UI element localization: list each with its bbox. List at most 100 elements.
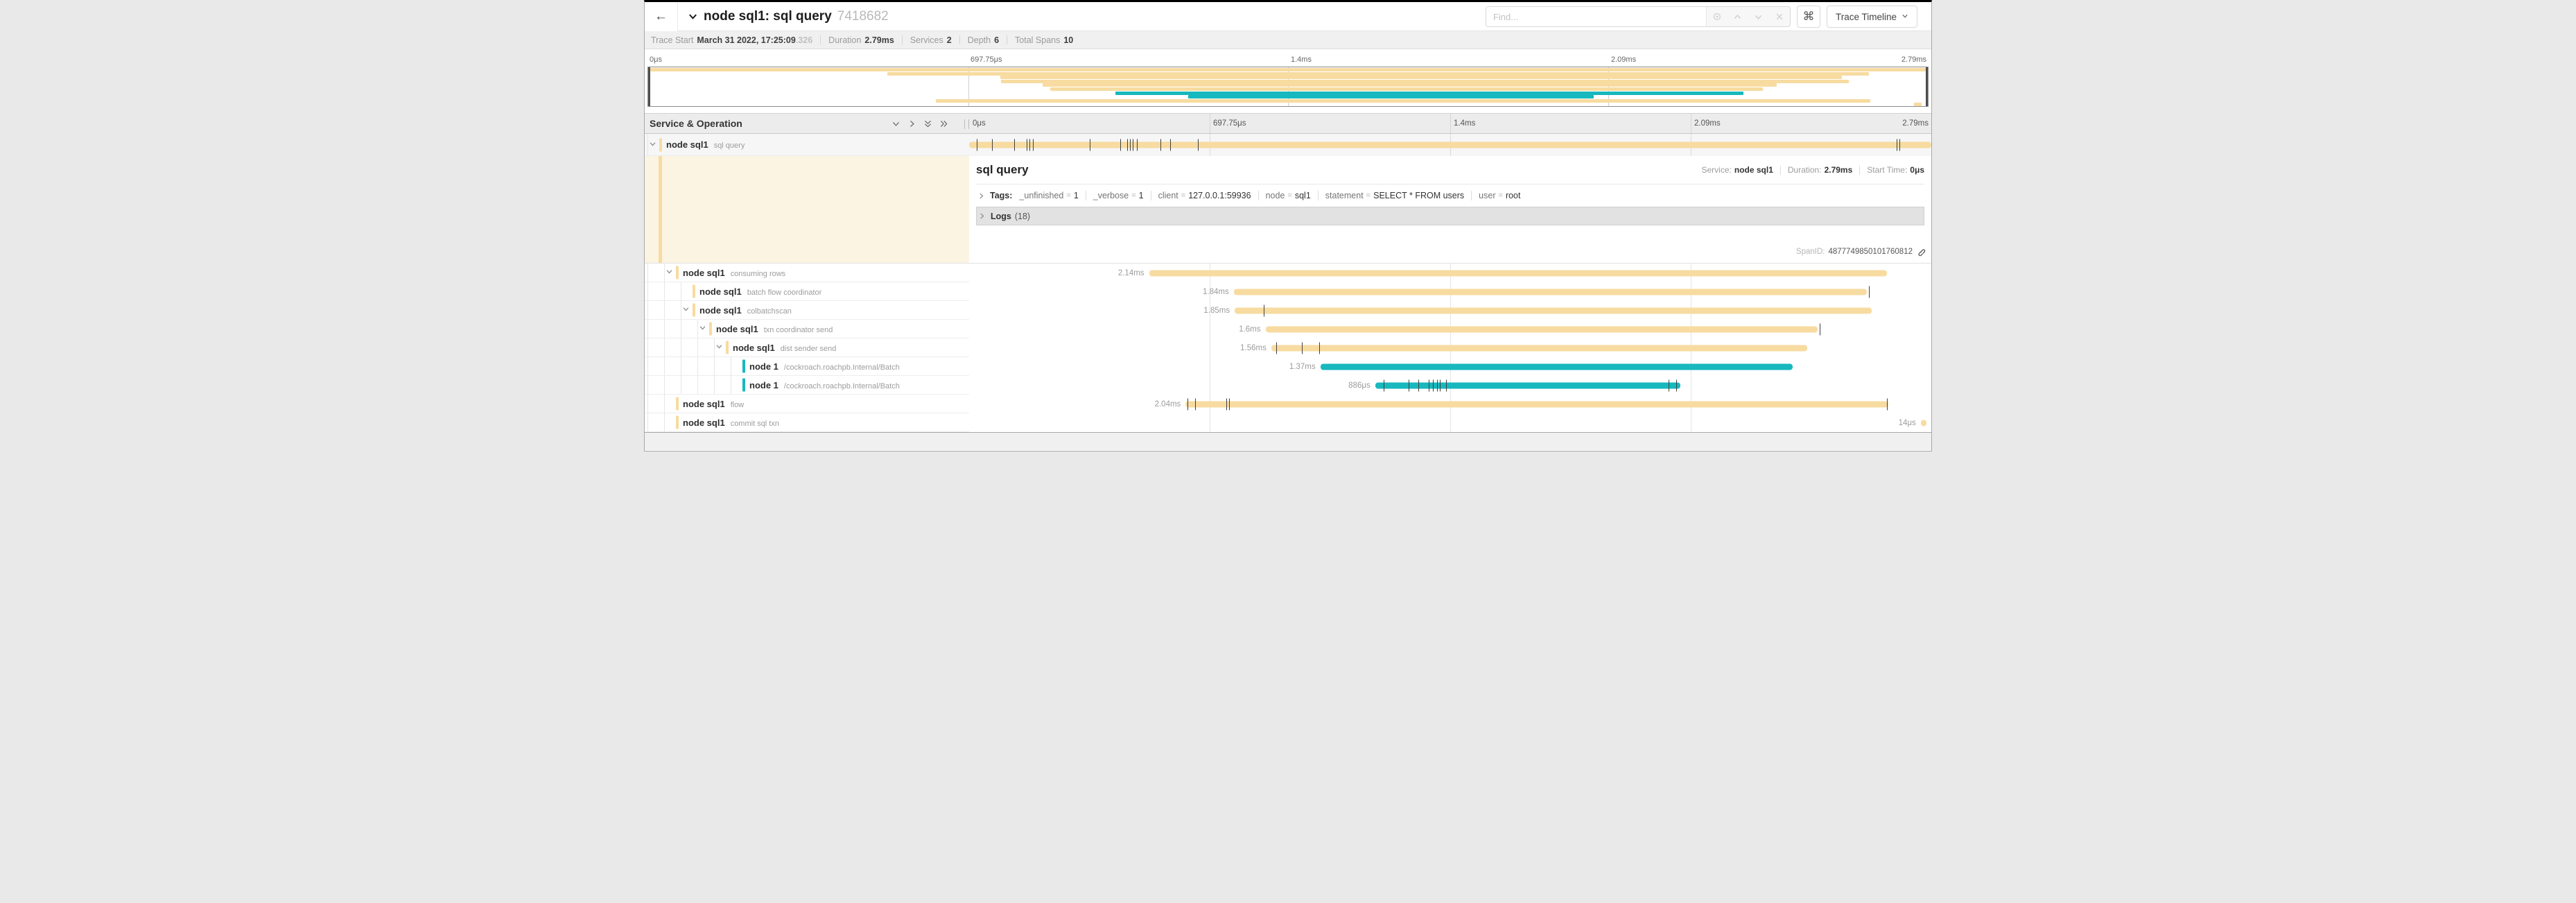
total-spans-label: Total Spans (1015, 35, 1060, 45)
logs-label: Logs (991, 212, 1011, 221)
tree-cell-consuming-rows[interactable]: node sql1consuming rows (645, 264, 969, 282)
trace-title-group[interactable]: node sql1: sql query 7418682 (678, 9, 889, 24)
span-bar[interactable] (1235, 307, 1872, 313)
chevron-down-icon[interactable] (715, 341, 723, 354)
service-color-bar (693, 304, 695, 317)
span-bar[interactable] (969, 142, 1931, 148)
divider (1471, 191, 1472, 200)
span-log-tick (1229, 398, 1230, 410)
tick-label: 697.75μs (1213, 114, 1246, 134)
span-bar-cell[interactable]: 14μs (969, 413, 1931, 432)
indent-guide (664, 413, 665, 431)
tree-cell-colbatchscan[interactable]: node sql1colbatchscan (645, 301, 969, 320)
tags-accordion[interactable]: Tags: _unfinished=1_verbose=1client=127.… (976, 184, 1924, 207)
back-button[interactable]: ← (645, 2, 678, 31)
locate-icon[interactable] (1707, 7, 1728, 26)
tree-cell-txn-coordinator-send[interactable]: node sql1txn coordinator send (645, 320, 969, 338)
span-bar[interactable] (1149, 270, 1888, 276)
span-row: node sql1txn coordinator send 1.6ms (645, 320, 1931, 338)
tree-cell--cockroach-roachpb-internal-batch[interactable]: node 1/cockroach.roachpb.Internal/Batch (645, 357, 969, 376)
chevron-up-icon[interactable] (1728, 7, 1748, 26)
tree-cell-commit-sql-txn[interactable]: node sql1commit sql txn (645, 413, 969, 432)
span-bar-cell[interactable]: 1.56ms (969, 338, 1931, 357)
view-selector-button[interactable]: Trace Timeline (1827, 6, 1917, 28)
span-log-tick (1170, 139, 1171, 151)
clear-icon[interactable] (1769, 7, 1790, 26)
chevron-down-icon[interactable] (688, 11, 698, 22)
column-title: Service & Operation (645, 118, 742, 129)
span-log-tick (1226, 398, 1227, 410)
span-bar-cell[interactable]: 1.85ms (969, 301, 1931, 320)
span-name: sql query (976, 163, 1029, 177)
span-log-tick (1869, 286, 1870, 298)
tag-key: client (1158, 191, 1178, 200)
minimap-right-handle[interactable] (1926, 67, 1928, 106)
span-duration-label: 1.6ms (1239, 325, 1265, 334)
chevron-down-icon[interactable] (699, 322, 706, 335)
service-name: node sql1consuming rows (683, 268, 785, 278)
logs-accordion[interactable]: Logs (18) (976, 207, 1924, 225)
tree-cell-sql-query[interactable]: node sql1sql query (645, 134, 969, 156)
span-log-tick (1276, 342, 1277, 354)
tree-cell-batch-flow-coordinator[interactable]: node sql1batch flow coordinator (645, 282, 969, 301)
span-bar-cell[interactable]: 2.04ms (969, 395, 1931, 413)
minimap-canvas[interactable] (647, 67, 1929, 107)
operation-name: /cockroach.roachpb.Internal/Batch (784, 382, 900, 390)
span-bar-cell[interactable]: 886μs (969, 376, 1931, 395)
minimap-left-handle[interactable] (648, 67, 650, 106)
span-bar-cell[interactable] (969, 134, 1931, 156)
span-detail-pane: sql query Service: node sql1 Duration: 2… (645, 156, 1931, 264)
gridline (1450, 114, 1451, 133)
detail-content: sql query Service: node sql1 Duration: 2… (969, 156, 1931, 264)
divider (1859, 166, 1860, 175)
span-log-tick (1198, 139, 1199, 151)
span-bar[interactable] (1234, 289, 1867, 295)
chevron-down-icon[interactable] (1748, 7, 1769, 26)
expand-one-icon[interactable] (906, 118, 918, 130)
span-log-tick (1899, 139, 1900, 151)
span-row: node sql1batch flow coordinator1.84ms (645, 282, 1931, 301)
tag-key: _verbose (1093, 191, 1129, 200)
tree-cell--cockroach-roachpb-internal-batch[interactable]: node 1/cockroach.roachpb.Internal/Batch (645, 376, 969, 395)
divider (1780, 166, 1781, 175)
span-duration-label: 2.04ms (1155, 400, 1186, 409)
span-bar[interactable] (1271, 345, 1807, 351)
collapse-all-icon[interactable] (922, 118, 934, 130)
operation-name: sql query (714, 141, 745, 150)
column-resizer[interactable] (964, 119, 969, 129)
trace-start-label: Trace Start (651, 35, 693, 45)
span-bar-cell[interactable]: 1.6ms (969, 320, 1931, 338)
span-bar[interactable] (1185, 401, 1888, 407)
find-input[interactable] (1486, 7, 1707, 26)
span-row: node sql1flow 2.04ms (645, 395, 1931, 413)
span-bar-cell[interactable]: 1.84ms (969, 282, 1931, 301)
operation-name: batch flow coordinator (747, 289, 822, 297)
service-label: Service: (1702, 165, 1732, 175)
chevron-down-icon[interactable] (649, 139, 656, 151)
minimap-span (1914, 103, 1922, 106)
chevron-down-icon[interactable] (682, 304, 690, 316)
header-controls: ⌘ Trace Timeline (1486, 2, 1917, 31)
divider (1318, 191, 1319, 200)
tree-cell-flow[interactable]: node sql1flow (645, 395, 969, 413)
span-bar-cell[interactable]: 1.37ms (969, 357, 1931, 376)
service-name: node 1/cockroach.roachpb.Internal/Batch (749, 361, 900, 372)
span-log-tick (1120, 139, 1121, 151)
tag-value: root (1506, 191, 1521, 200)
span-bar[interactable] (1921, 420, 1926, 426)
chevron-down-icon[interactable] (665, 266, 673, 279)
tree-cell-dist-sender-send[interactable]: node sql1dist sender send (645, 338, 969, 357)
span-bar[interactable] (1266, 326, 1818, 332)
tick-label: 2.79ms (1902, 114, 1929, 134)
span-bar[interactable] (1321, 363, 1793, 370)
tick-label: 0μs (973, 114, 986, 134)
collapse-one-icon[interactable] (890, 118, 902, 130)
span-bar-cell[interactable]: 2.14ms (969, 264, 1931, 282)
span-bar[interactable] (1375, 382, 1680, 388)
span-row: node 1/cockroach.roachpb.Internal/Batch 1… (645, 357, 1931, 376)
page-background (645, 432, 1931, 450)
tag-item: _verbose=1 (1093, 191, 1144, 200)
keyboard-shortcuts-button[interactable]: ⌘ (1797, 6, 1820, 28)
expand-all-icon[interactable] (938, 118, 950, 130)
link-icon[interactable] (1916, 247, 1926, 257)
